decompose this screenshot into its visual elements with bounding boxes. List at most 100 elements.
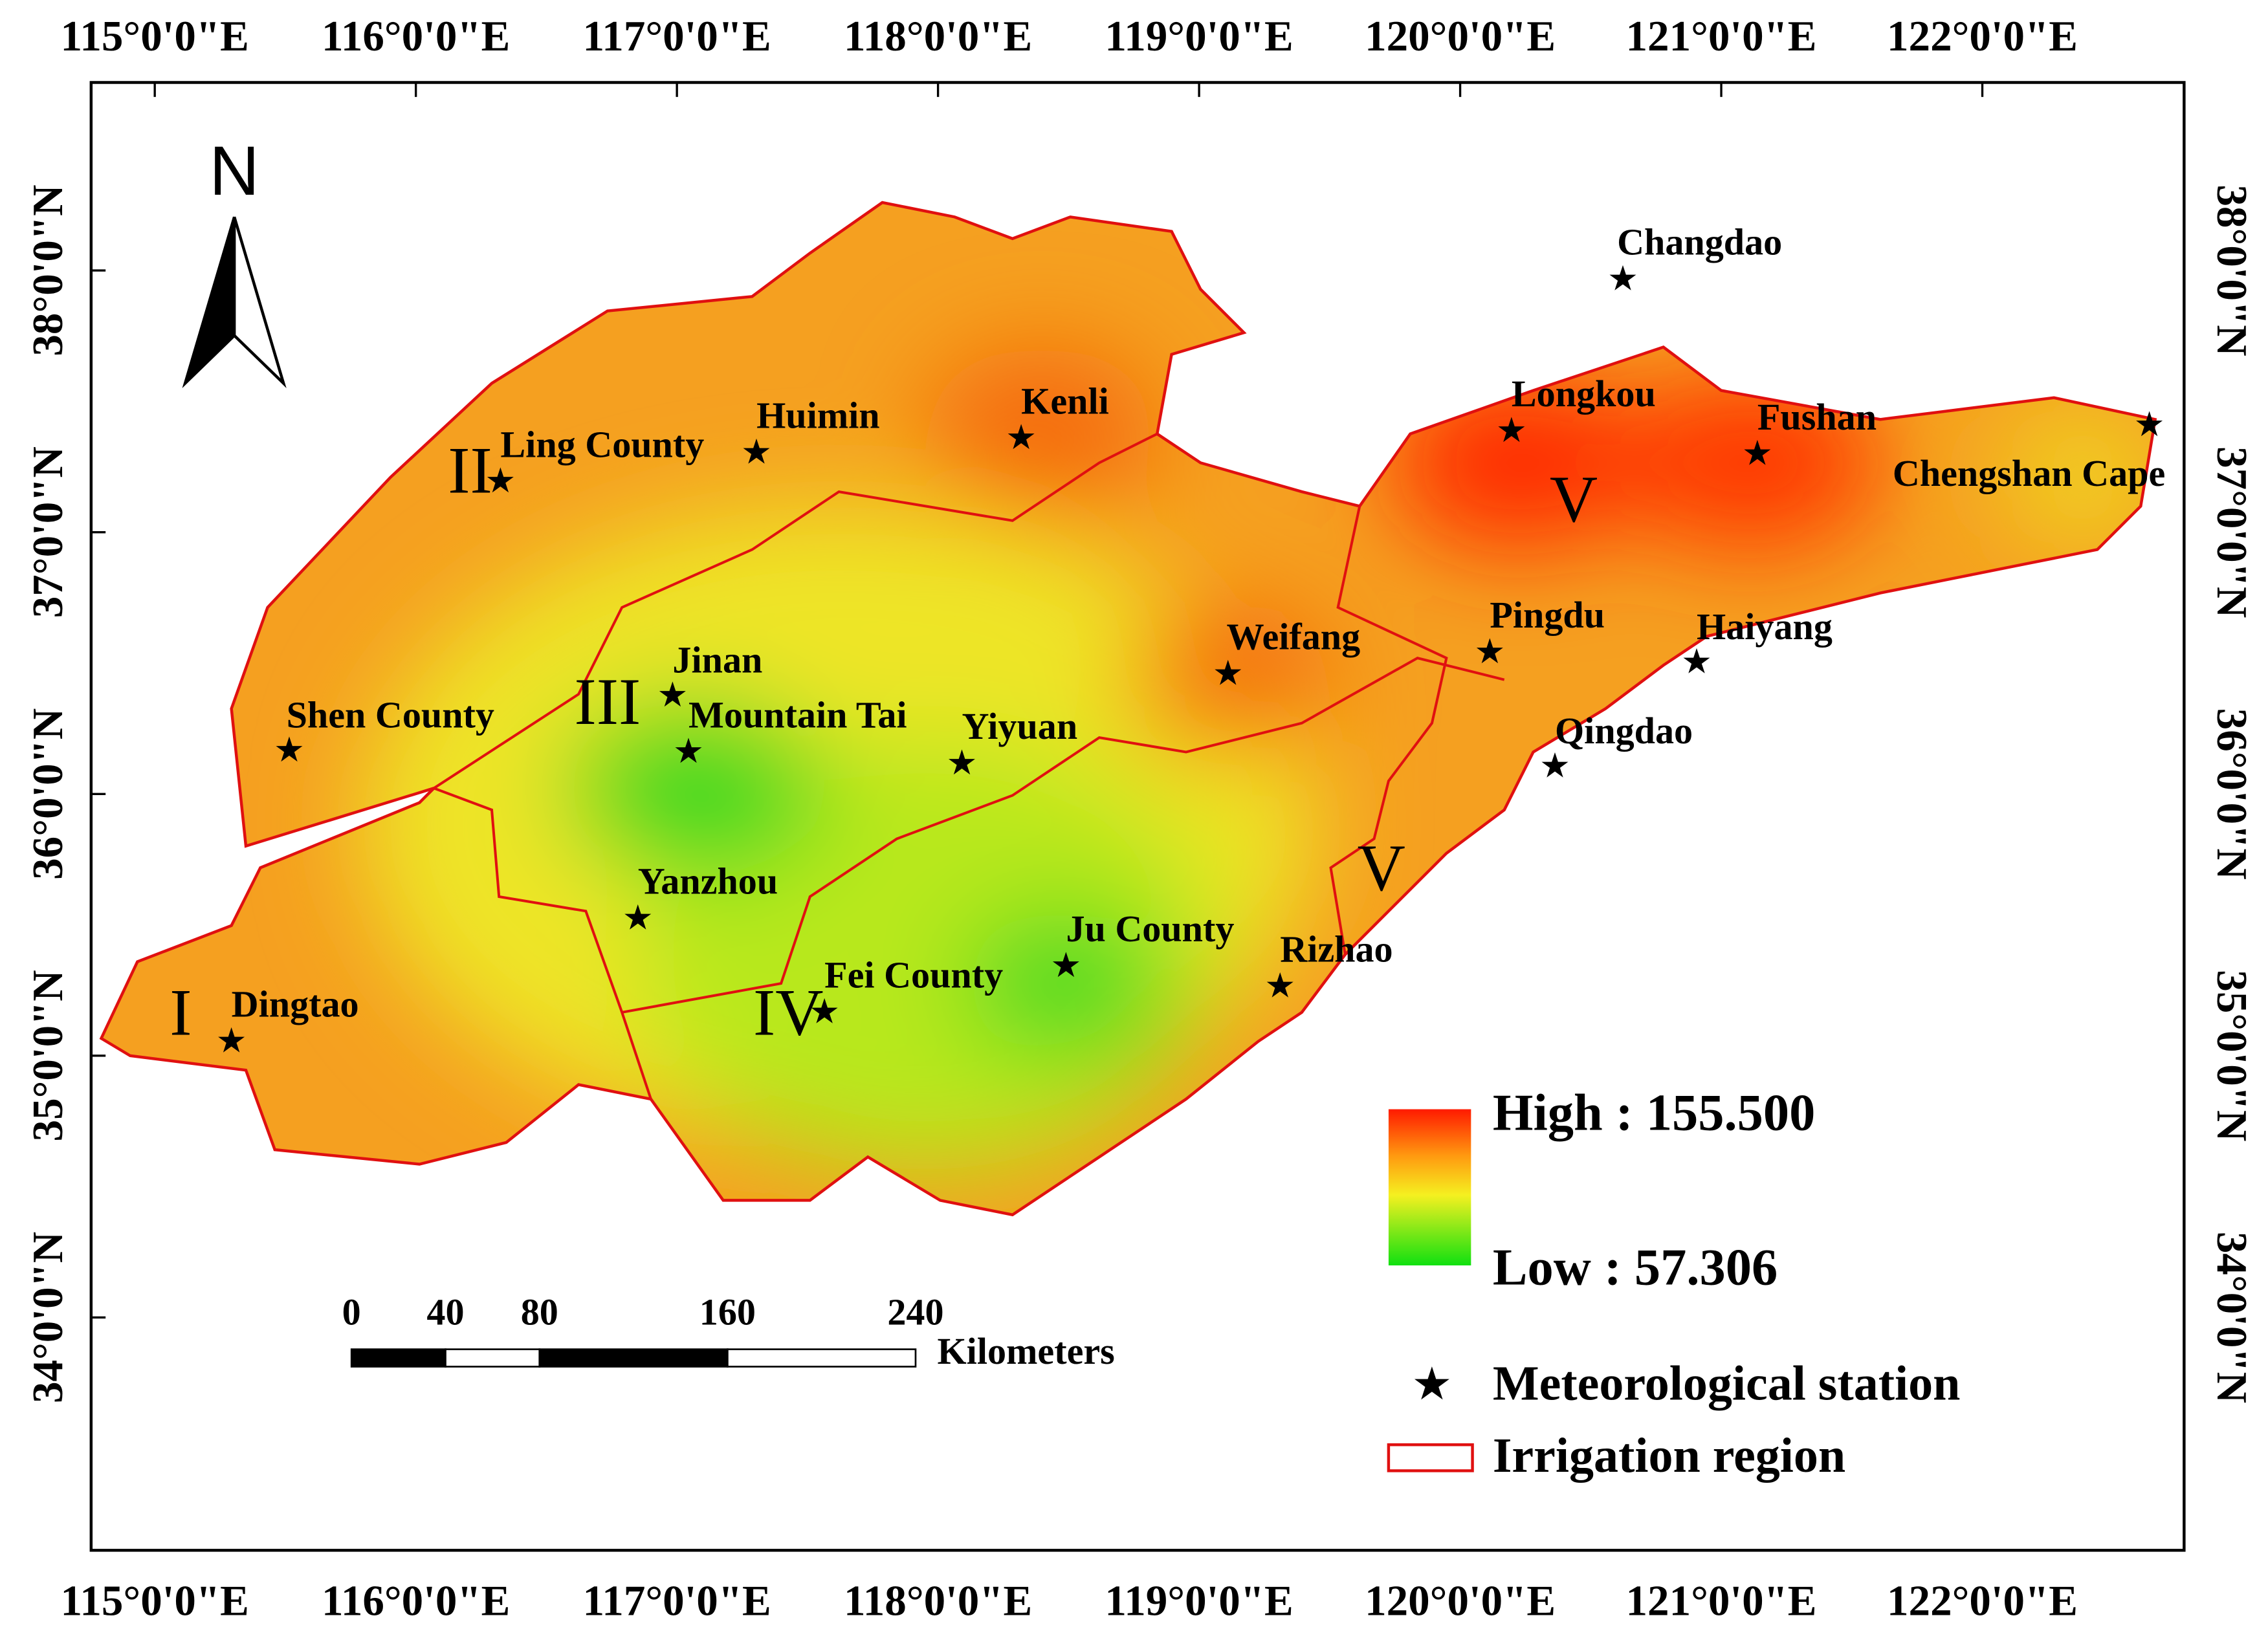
scale-unit: Kilometers (937, 1330, 1114, 1372)
longitude-label-bottom: 122°0'0"E (1887, 1577, 2078, 1625)
station-label: Ling County (500, 423, 704, 465)
latitude-label-right: 38°0'0"N (2208, 184, 2256, 356)
surface-blob (925, 347, 1158, 521)
north-arrow-light (232, 216, 287, 388)
longitude-label-top: 115°0'0"E (61, 12, 249, 60)
station-marker: ★ (946, 743, 977, 782)
legend-star: ★ (1414, 1361, 1450, 1406)
station-label: Qingdao (1555, 710, 1693, 752)
station-marker: ★ (1264, 966, 1295, 1005)
scale-tick-label: 80 (521, 1291, 558, 1333)
region-label: V (1550, 463, 1598, 536)
station-label: Chengshan Cape (1893, 452, 2165, 494)
station-marker: ★ (274, 730, 305, 769)
longitude-label-bottom: 121°0'0"E (1626, 1577, 1817, 1625)
region-boundary (433, 787, 652, 1100)
region-boundary (433, 432, 1158, 790)
longitude-label-bottom: 120°0'0"E (1365, 1577, 1556, 1625)
legend-station: Meteorological station (1493, 1356, 1961, 1410)
latitude-label-right: 37°0'0"N (2208, 446, 2256, 618)
station-label: Haiyang (1697, 606, 1833, 648)
longitude-label-top: 119°0'0"E (1105, 12, 1293, 60)
surface-blob (1996, 404, 2155, 550)
scale-tick-label: 0 (342, 1291, 361, 1333)
region-boundary (1329, 506, 1448, 955)
station-marker: ★ (1496, 411, 1527, 450)
station-marker: ★ (741, 433, 772, 472)
longitude-label-top: 121°0'0"E (1626, 12, 1817, 60)
station-label: Shen County (287, 694, 494, 736)
legend-low: Low : 57.306 (1493, 1239, 1778, 1296)
station-label: Longkou (1512, 373, 1656, 415)
region-boundaries (433, 432, 1505, 1100)
station-marker: ★ (1539, 747, 1570, 785)
surface-blob (1620, 376, 1880, 550)
latitude-label-right: 34°0'0"N (2208, 1232, 2256, 1403)
station-label: Weifang (1227, 616, 1361, 658)
station-label: Mountain Tai (688, 694, 907, 736)
scale-tick-label: 40 (426, 1291, 464, 1333)
surface-blob (564, 701, 825, 875)
latitude-label-left: 37°0'0"N (23, 446, 72, 618)
longitude-label-top: 122°0'0"E (1887, 12, 2078, 60)
legend-region: Irrigation region (1493, 1428, 1845, 1483)
station-marker: ★ (1474, 632, 1505, 671)
surface-blob (962, 911, 1165, 1056)
scale-tick-label: 240 (887, 1291, 943, 1333)
surface-gradient (361, 347, 2155, 1172)
scale-tick-label: 160 (699, 1291, 756, 1333)
station-marker: ★ (1213, 654, 1244, 693)
station-marker: ★ (1050, 946, 1081, 985)
longitude-label-bottom: 115°0'0"E (61, 1577, 249, 1625)
surface-blob (1128, 607, 1331, 752)
longitude-label-top: 120°0'0"E (1365, 12, 1556, 60)
longitude-label-top: 118°0'0"E (844, 12, 1032, 60)
latitude-label-right: 35°0'0"N (2208, 970, 2256, 1141)
station-label: Dingtao (232, 983, 359, 1025)
legend-color-ramp (1388, 1109, 1471, 1265)
map-frame (89, 81, 2186, 1552)
region-label: I (170, 976, 192, 1050)
latitude-label-left: 38°0'0"N (23, 184, 72, 356)
scale-segment (538, 1348, 729, 1368)
station-marker: ★ (673, 732, 704, 771)
region-label: III (574, 665, 641, 739)
station-marker: ★ (622, 898, 654, 937)
longitude-label-top: 116°0'0"E (322, 12, 510, 60)
station-label: Changdao (1617, 221, 1782, 263)
station-label: Fei County (824, 954, 1003, 996)
station-marker: ★ (1681, 642, 1712, 681)
legend-high: High : 155.500 (1493, 1084, 1816, 1141)
longitude-label-bottom: 119°0'0"E (1105, 1577, 1293, 1625)
scale-segment (727, 1348, 917, 1368)
station-label: Yiyuan (962, 705, 1077, 747)
latitude-label-left: 36°0'0"N (23, 708, 72, 880)
longitude-label-bottom: 116°0'0"E (322, 1577, 510, 1625)
station-marker: ★ (1006, 418, 1037, 457)
station-marker: ★ (216, 1021, 247, 1060)
latitude-label-right: 36°0'0"N (2208, 708, 2256, 880)
station-marker: ★ (1742, 434, 1773, 473)
north-label: N (209, 132, 259, 210)
longitude-label-top: 117°0'0"E (582, 12, 771, 60)
region-label: V (1358, 831, 1405, 905)
station-label: Rizhao (1280, 928, 1393, 970)
station-marker: ★ (1607, 259, 1638, 298)
station-marker: ★ (485, 461, 516, 500)
region-label: II (448, 433, 492, 507)
region-boundary (621, 656, 1505, 1014)
station-marker: ★ (809, 992, 840, 1031)
station-label: Kenli (1021, 380, 1109, 422)
longitude-label-bottom: 117°0'0"E (582, 1577, 771, 1625)
station-label: Fushan (1757, 396, 1877, 438)
station-label: Jinan (672, 639, 762, 681)
region-label: IV (753, 976, 823, 1050)
station-label: Huimin (756, 395, 880, 437)
scale-segment (350, 1348, 446, 1368)
station-marker: ★ (2134, 405, 2165, 444)
latitude-label-left: 34°0'0"N (23, 1232, 72, 1403)
station-label: Ju County (1066, 908, 1234, 950)
station-marker: ★ (657, 675, 688, 714)
